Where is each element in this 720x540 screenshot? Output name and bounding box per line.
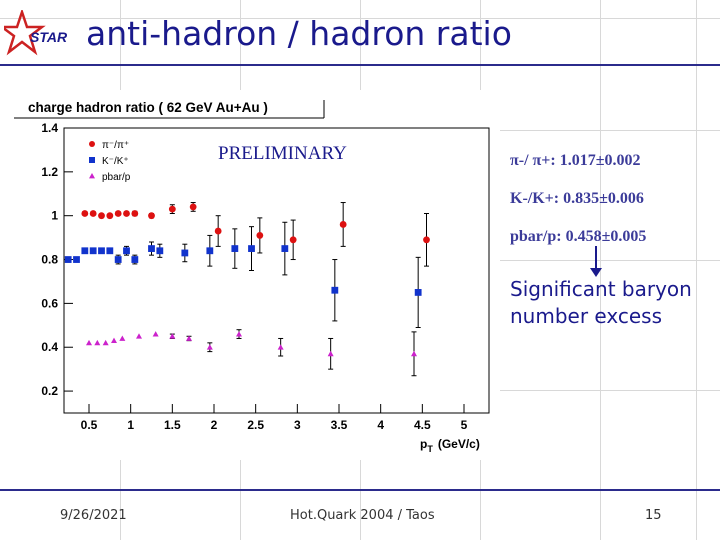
kaon-data-point [89, 247, 97, 255]
x-tick-label: 4 [377, 418, 384, 432]
preliminary-watermark: PRELIMINARY [218, 143, 347, 164]
footer-page-number: 15 [645, 508, 662, 523]
x-tick-label: 1.5 [164, 418, 181, 432]
pion-data-point [256, 232, 264, 239]
footer-title: Hot.Quark 2004 / Taos [290, 508, 435, 523]
kaon-ratio-annotation: K-/K+: 0.835±0.006 [510, 190, 644, 207]
kaon-data-point [81, 247, 89, 255]
y-tick-label: 1 [51, 209, 58, 223]
x-axis-label: pT (GeV/c) [420, 437, 480, 454]
pion-data-point [81, 210, 89, 217]
proton-data-point [102, 339, 109, 346]
kaon-data-point [331, 286, 339, 294]
y-tick-label: 1.2 [41, 165, 58, 179]
kaon-data-point [231, 245, 239, 252]
proton-legend-label: pbar/p [102, 172, 131, 183]
proton-data-point [411, 350, 417, 357]
star-logo: STAR [4, 10, 68, 56]
x-axis-label-unit: (GeV/c) [438, 437, 480, 451]
pion-data-point [189, 203, 197, 211]
pion-ratio-annotation: π-/ π+: 1.017±0.002 [510, 152, 641, 169]
x-axis-label-subscript: T [427, 444, 433, 454]
x-tick-label: 2 [211, 418, 218, 432]
kaon-legend-marker [89, 157, 95, 163]
kaon-data-point [281, 245, 289, 252]
x-tick-label: 2.5 [247, 418, 264, 432]
star-logo-shape [4, 10, 46, 56]
y-tick-label: 0.2 [41, 384, 58, 398]
proton-data-point [186, 335, 192, 341]
kaon-data-point [156, 247, 164, 255]
proton-data-point [277, 344, 284, 350]
footer-date: 9/26/2021 [60, 508, 127, 523]
grid-line [696, 0, 697, 540]
kaon-data-point [414, 289, 422, 296]
kaon-data-point [181, 249, 189, 257]
proton-data-point [327, 350, 334, 357]
pion-data-point [168, 205, 176, 213]
note-line-1: Significant baryon [510, 277, 692, 301]
chart-title: charge hadron ratio ( 62 GeV Au+Au ) [28, 100, 268, 115]
pion-data-point [214, 227, 222, 235]
y-tick-label: 1.4 [41, 121, 58, 135]
pion-data-point [106, 212, 114, 220]
proton-data-point [206, 344, 213, 350]
grid-line [0, 18, 720, 19]
down-arrow-icon [590, 246, 602, 277]
kaon-data-point [123, 247, 130, 255]
kaon-legend-label: K⁻/K⁺ [102, 156, 129, 167]
proton-data-point [119, 335, 126, 341]
proton-data-point [86, 339, 92, 346]
pion-data-point [423, 236, 430, 244]
pion-legend-marker [89, 141, 95, 147]
pion-data-point [98, 212, 105, 220]
kaon-data-point [206, 247, 214, 255]
kaon-data-point [64, 256, 72, 263]
plot-frame [63, 127, 490, 414]
kaon-data-point [114, 256, 122, 263]
x-axis-label-main: p [420, 437, 427, 451]
pion-data-point [131, 210, 139, 217]
pion-data-point [123, 210, 130, 217]
slide-title: anti-hadron / hadron ratio [86, 14, 512, 53]
footer-divider [0, 489, 720, 491]
y-tick-label: 0.8 [41, 253, 58, 267]
kaon-data-point [106, 247, 114, 255]
kaon-data-point [148, 245, 155, 252]
ratio-chart: charge hadron ratio ( 62 GeV Au+Au ) PRE… [0, 90, 500, 460]
pion-data-point [289, 236, 297, 244]
x-tick-label: 3.5 [331, 418, 348, 432]
proton-data-point [169, 333, 176, 339]
y-tick-label: 0.6 [41, 296, 58, 310]
pion-data-point [114, 210, 122, 217]
pion-legend-label: π⁻/π⁺ [102, 140, 129, 151]
kaon-data-point [248, 245, 255, 252]
proton-data-point [94, 339, 101, 346]
x-tick-label: 1 [127, 418, 134, 432]
pion-data-point [339, 221, 347, 228]
proton-data-point [152, 331, 159, 337]
baryon-excess-note: Significant baryon number excess [510, 276, 692, 330]
pion-data-point [148, 212, 155, 220]
proton-data-point [236, 331, 242, 337]
kaon-data-point [131, 256, 139, 263]
proton-data-point [136, 333, 142, 339]
proton-ratio-annotation: pbar/p: 0.458±0.005 [510, 228, 647, 245]
x-tick-label: 3 [294, 418, 301, 432]
x-tick-label: 4.5 [414, 418, 431, 432]
star-logo-text: STAR [30, 29, 68, 45]
kaon-data-point [98, 247, 105, 255]
y-tick-label: 0.4 [41, 340, 58, 354]
title-divider [0, 64, 720, 66]
pion-data-point [89, 210, 97, 217]
proton-data-point [111, 337, 117, 344]
x-tick-label: 5 [461, 418, 468, 432]
chart-background [0, 90, 500, 460]
x-tick-label: 0.5 [81, 418, 98, 432]
note-line-2: number excess [510, 304, 662, 328]
kaon-data-point [73, 256, 80, 263]
proton-legend-marker [89, 173, 95, 179]
